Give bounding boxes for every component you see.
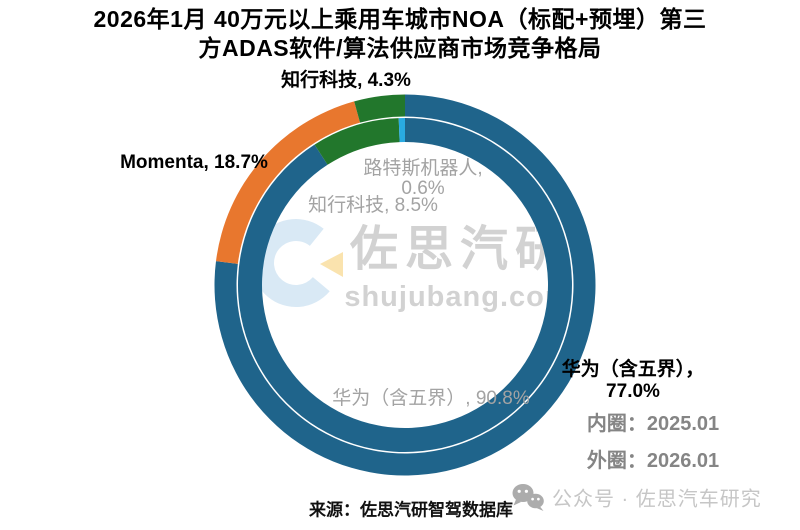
- segment-inner-1: [314, 118, 400, 165]
- label-outer-huawei: 华为（含五界）， 77.0%: [562, 359, 705, 403]
- label-inner-lotus-line1: 路特斯机器人,: [363, 158, 483, 179]
- segment-outer-2: [354, 94, 405, 123]
- label-inner-lotus-line2: 0.6%: [401, 178, 445, 199]
- wechat-footer: 公众号 · 佐思汽车研究: [511, 483, 762, 512]
- label-outer-zhixing: 知行科技, 4.3%: [281, 70, 411, 91]
- watermark-logo-c-icon: [251, 219, 330, 308]
- label-outer-huawei-line1: 华为（含五界），: [561, 359, 705, 380]
- label-inner-zhixing: 知行科技, 8.5%: [308, 195, 438, 216]
- wechat-icon: [512, 483, 544, 511]
- label-inner-lotus: 路特斯机器人, 0.6%: [363, 159, 482, 199]
- inner-ring-2025: [237, 118, 572, 453]
- label-outer-momenta: Momenta, 18.7%: [120, 152, 268, 173]
- watermark-site-text: shujubang.com: [344, 281, 571, 313]
- chart-title-line1: 2026年1月 40万元以上乘用车城市NOA（标配+预埋）第三: [93, 6, 707, 32]
- segment-inner-2: [398, 118, 405, 143]
- chart-title-line2: 方ADAS软件/算法供应商市场竞争格局: [198, 35, 602, 61]
- watermark-brand-text: 佐思汽研: [349, 223, 570, 276]
- segment-outer-1: [216, 101, 361, 264]
- chart-title: 2026年1月 40万元以上乘用车城市NOA（标配+预埋）第三 方ADAS软件/…: [0, 5, 800, 63]
- watermark: 佐思汽研 shujubang.com: [251, 219, 571, 313]
- source-note: 来源：佐思汽研智驾数据库: [309, 500, 513, 520]
- label-outer-huawei-line2: 77.0%: [606, 381, 660, 402]
- wechat-label: 公众号 · 佐思汽车研究: [552, 488, 762, 511]
- outer-ring-2026: [214, 94, 596, 476]
- label-inner-huawei: 华为（含五界）, 90.8%: [332, 388, 530, 409]
- legend-inner-ring: 内圈：2025.01: [586, 413, 720, 435]
- watermark-logo-triangle-icon: [320, 252, 343, 277]
- legend-outer-ring: 外圈：2026.01: [586, 450, 720, 472]
